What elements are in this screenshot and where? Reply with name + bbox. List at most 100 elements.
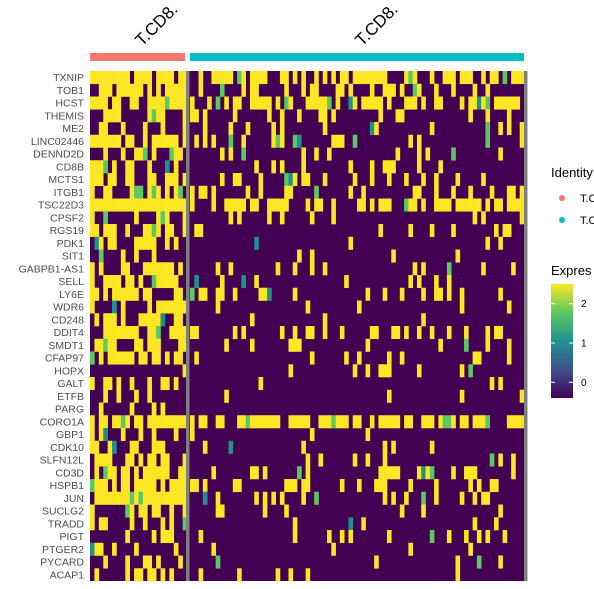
heatmap-cell [421, 173, 426, 187]
heatmap-cell [125, 568, 130, 582]
heatmap-cell [112, 287, 117, 301]
heatmap-cell [103, 134, 108, 148]
heatmap-cell [318, 415, 324, 429]
heatmap-cell [211, 71, 217, 85]
heatmap-cell [169, 530, 175, 544]
heatmap-cell [156, 185, 161, 199]
heatmap-cell [292, 415, 298, 429]
heatmap-cell [451, 224, 456, 238]
heatmap-cell [382, 440, 388, 454]
heatmap-cell [112, 71, 117, 85]
heatmap-cell [254, 236, 259, 250]
heatmap-cell [275, 415, 281, 429]
gene-label: MCTS1 [48, 174, 84, 186]
heatmap-cell [125, 351, 130, 365]
heatmap-cell [151, 185, 157, 199]
heatmap-cell [90, 185, 95, 199]
heatmap-cell [156, 440, 161, 454]
heatmap-cell [361, 71, 366, 85]
heatmap-cell [164, 351, 170, 365]
heatmap-cell [198, 224, 204, 238]
heatmap-cell [112, 491, 117, 505]
heatmap-cell [241, 275, 246, 289]
heatmap-cell [498, 504, 503, 518]
heatmap-cell [254, 83, 259, 97]
heatmap-cell [120, 326, 126, 340]
heatmap-cell [421, 313, 426, 327]
heatmap-cell [138, 198, 144, 212]
heatmap-cell [138, 351, 144, 365]
heatmap-cell [511, 198, 516, 212]
identity-legend-label-1: T.C [580, 193, 594, 205]
heatmap-cell [107, 185, 113, 199]
heatmap-cell [182, 466, 188, 480]
heatmap-cell [472, 211, 478, 225]
heatmap-cell [129, 440, 135, 454]
heatmap-cell [352, 415, 358, 429]
heatmap-cell [116, 83, 122, 97]
heatmap-cell [94, 236, 100, 250]
heatmap-cell [472, 415, 478, 429]
heatmap-cell [151, 530, 157, 544]
heatmap-cell [489, 479, 495, 493]
heatmap-cell [339, 326, 345, 340]
heatmap-cell [249, 313, 255, 327]
heatmap-cell [151, 275, 157, 289]
heatmap-cell [112, 542, 117, 556]
gene-label: CORO1A [40, 416, 84, 428]
heatmap-cell [472, 351, 478, 365]
heatmap-cell [262, 96, 268, 110]
heatmap-cell [147, 389, 153, 403]
heatmap-cell [116, 351, 122, 365]
heatmap-cell [232, 326, 238, 340]
gene-label: HCST [55, 98, 84, 110]
heatmap-cell [468, 109, 473, 123]
heatmap-cell [151, 173, 157, 187]
heatmap-cell [365, 364, 371, 378]
heatmap-cell [327, 96, 332, 110]
heatmap-cell [237, 198, 242, 212]
heatmap-cell [451, 466, 456, 480]
heatmap-cell [416, 83, 422, 97]
heatmap-cell [169, 173, 175, 187]
heatmap-cell [309, 83, 315, 97]
heatmap-cell [116, 389, 122, 403]
heatmap-cell [142, 122, 148, 136]
heatmap-cell [301, 491, 306, 505]
heatmap-cell [190, 326, 195, 340]
heatmap-cell [134, 236, 139, 250]
heatmap-cell [107, 83, 113, 97]
heatmap-cell [455, 555, 461, 569]
gene-label: ITGB1 [54, 187, 85, 199]
gene-label: WDR6 [53, 302, 84, 314]
heatmap-cell [459, 364, 465, 378]
gene-label: DDIT4 [54, 327, 84, 339]
heatmap-cell [215, 555, 221, 569]
heatmap-cell [305, 173, 311, 187]
heatmap-cell [98, 402, 104, 416]
heatmap-cell [151, 224, 157, 238]
heatmap-cell [284, 71, 289, 85]
heatmap-cell [129, 275, 135, 289]
heatmap-cell [404, 198, 409, 212]
heatmap-cell [138, 504, 144, 518]
heatmap-cell [103, 466, 108, 480]
heatmap-cell [352, 453, 358, 467]
heatmap-cell [284, 96, 289, 110]
heatmap-cell [399, 351, 405, 365]
heatmap-cell [489, 377, 495, 391]
heatmap-cell [382, 160, 388, 174]
heatmap-cell [297, 466, 302, 480]
heatmap-cell [438, 338, 443, 352]
heatmap-cell [182, 300, 188, 314]
heatmap-cell [249, 71, 255, 85]
heatmap-cell [194, 479, 199, 493]
heatmap-cell [472, 83, 478, 97]
heatmap-cell [103, 147, 108, 161]
heatmap-cell [314, 198, 319, 212]
heatmap-cell [125, 262, 130, 276]
heatmap-cell [107, 326, 113, 340]
heatmap-cell [485, 530, 491, 544]
heatmap-cell [468, 542, 473, 556]
